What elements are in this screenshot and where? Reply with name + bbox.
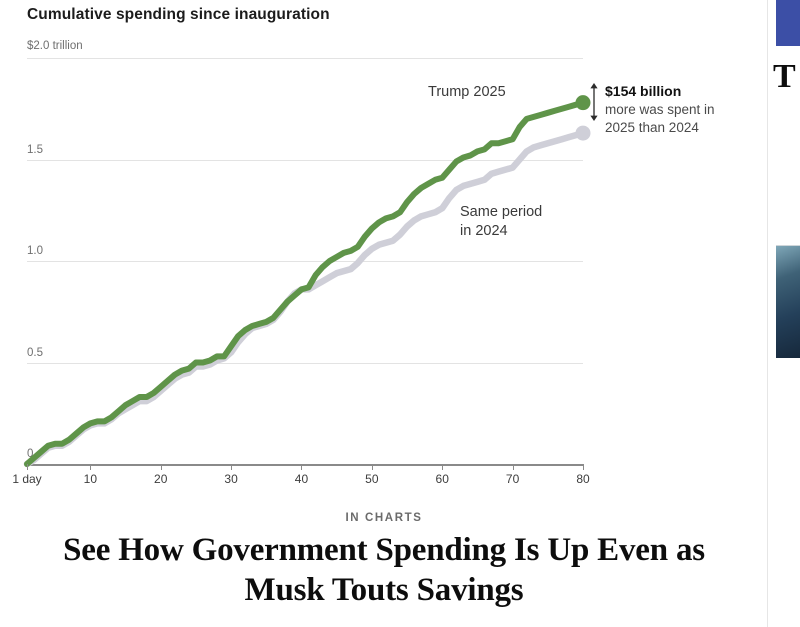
x-tick-label-1: 10: [83, 472, 98, 486]
headline-line-2: Musk Touts Savings: [244, 572, 524, 608]
x-tick-label-6: 60: [435, 472, 449, 486]
article-headline[interactable]: See How Government Spending Is Up Even a…: [34, 530, 734, 610]
x-tick-30: [231, 464, 233, 470]
series-line-2025: [24, 99, 586, 467]
x-tick-label-3: 30: [224, 472, 238, 486]
gridline-0.5: [27, 362, 583, 364]
series-label-2024-line1: Same period: [460, 204, 543, 220]
series-endpoint-dot-2025: [575, 95, 591, 111]
x-tick-label-7: 70: [505, 472, 520, 486]
callout-value: $154 billion: [605, 83, 682, 99]
edge-cropped-headline[interactable]: T: [773, 58, 796, 95]
x-tick-label-2: 20: [154, 472, 168, 486]
headline-line-1: See How Government Spending Is Up Even a…: [63, 532, 705, 568]
x-tick-70: [512, 464, 514, 470]
y-tick-label-0: 0: [27, 448, 34, 460]
x-tick-10: [90, 464, 92, 470]
x-tick-60: [442, 464, 444, 470]
x-tick-1: [27, 464, 28, 470]
series-label-2024-line2: in 2024: [460, 223, 508, 239]
x-axis: 1 day 10 20 30 40 50 60 70 80: [12, 464, 590, 486]
x-tick-label-4: 40: [294, 472, 309, 486]
x-tick-40: [301, 464, 303, 470]
y-axis-top-label: $2.0 trillion: [27, 40, 83, 52]
gridline-1: [27, 261, 583, 262]
article-kicker[interactable]: IN CHARTS: [345, 512, 423, 524]
x-tick-label-0: 1 day: [12, 472, 42, 486]
plot-area: 0 0.5 1.0 1.5: [23, 58, 591, 468]
x-tick-label-5: 50: [365, 472, 379, 486]
y-tick-label-0.5: 0.5: [27, 346, 43, 359]
y-tick-label-1: 1.0: [27, 245, 43, 257]
gridline-1.5: [27, 159, 583, 161]
callout-description: more was spent in 2025 than 2024: [605, 101, 765, 137]
series-label-2024: Same period in 2024: [460, 203, 542, 241]
line-chart-svg: [23, 95, 591, 468]
gridline-2.0: [27, 58, 583, 59]
callout-line-2: 2025 than 2024: [605, 120, 699, 135]
chart-container: Cumulative spending since inauguration $…: [12, 6, 765, 608]
x-tick-50: [371, 464, 373, 470]
edge-photo-thumbnail[interactable]: [776, 245, 800, 358]
series-label-2025: Trump 2025: [428, 84, 506, 100]
chart-title: Cumulative spending since inauguration: [27, 6, 330, 23]
callout-line-1: more was spent in: [605, 102, 715, 117]
series-endpoint-dot-2024: [575, 125, 591, 141]
x-axis-baseline: [27, 464, 583, 466]
x-tick-20: [160, 464, 162, 470]
difference-callout: $154 billion more was spent in 2025 than…: [605, 82, 765, 137]
right-edge-panel: T: [767, 0, 800, 627]
x-tick-80: [583, 464, 584, 470]
x-tick-label-8: 80: [576, 472, 590, 486]
double-arrow-icon: [587, 82, 601, 122]
y-tick-label-1.5: 1.5: [27, 143, 43, 156]
edge-blue-banner[interactable]: [776, 0, 800, 46]
